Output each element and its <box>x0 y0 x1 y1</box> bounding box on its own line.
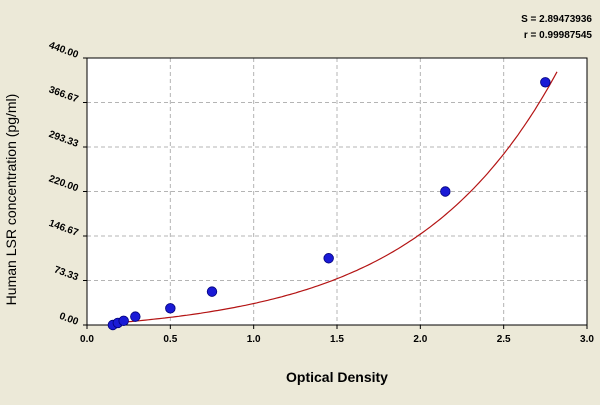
axes <box>83 57 588 329</box>
y-axis-title: Human LSR concentration (pg/ml) <box>3 94 19 306</box>
plot-frame <box>86 57 588 326</box>
data-point <box>323 253 334 264</box>
data-point <box>130 311 141 322</box>
stat-s-value: S = 2.89473936 <box>521 14 592 25</box>
data-point <box>440 186 451 197</box>
fit-curve <box>111 71 558 324</box>
x-tick-label: 2.0 <box>413 334 427 345</box>
data-point <box>540 77 551 88</box>
x-tick-label: 2.5 <box>497 334 511 345</box>
x-tick-label: 3.0 <box>580 334 594 345</box>
data-point <box>206 286 218 297</box>
data-point <box>165 303 176 314</box>
x-tick-label: 0.0 <box>80 334 94 345</box>
x-tick-label: 1.5 <box>330 334 344 345</box>
stat-r-value: r = 0.99987545 <box>524 30 593 41</box>
grid-lines <box>87 58 587 325</box>
x-tick-label: 1.0 <box>247 334 261 345</box>
x-axis-title: Optical Density <box>286 369 388 385</box>
data-point <box>118 315 129 327</box>
x-tick-label: 0.5 <box>163 334 177 345</box>
data-points <box>107 77 551 331</box>
